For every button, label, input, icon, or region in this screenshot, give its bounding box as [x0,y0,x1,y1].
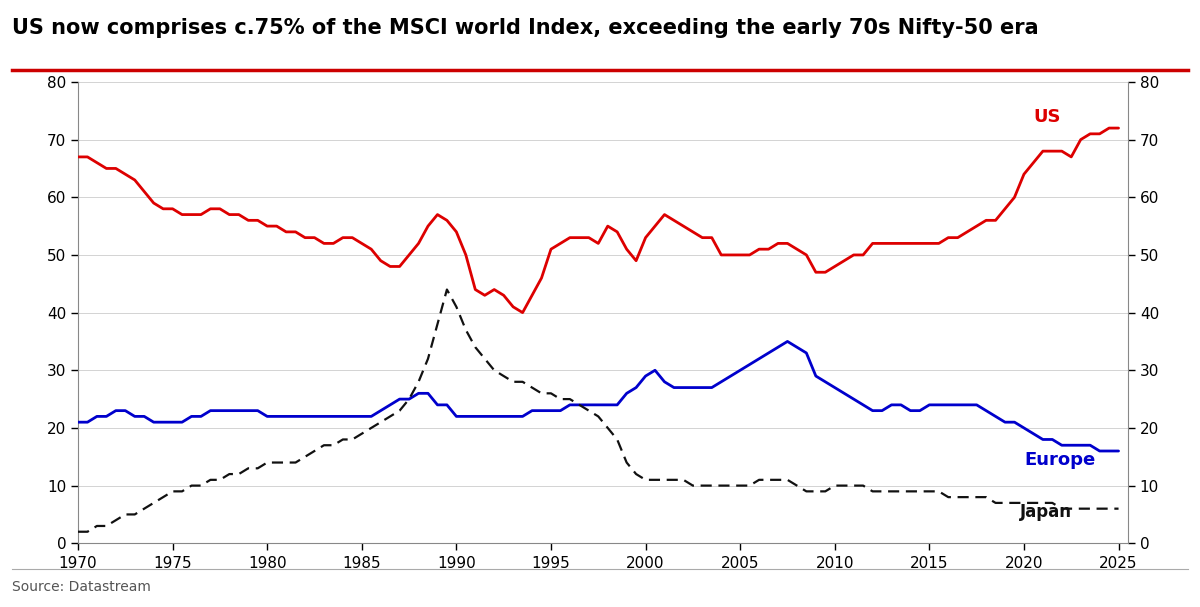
Text: US: US [1033,107,1061,126]
Text: Europe: Europe [1024,450,1096,469]
Text: Source: Datastream: Source: Datastream [12,580,151,594]
Text: US now comprises c.75% of the MSCI world Index, exceeding the early 70s Nifty-50: US now comprises c.75% of the MSCI world… [12,18,1039,38]
Text: Japan: Japan [1020,503,1072,521]
